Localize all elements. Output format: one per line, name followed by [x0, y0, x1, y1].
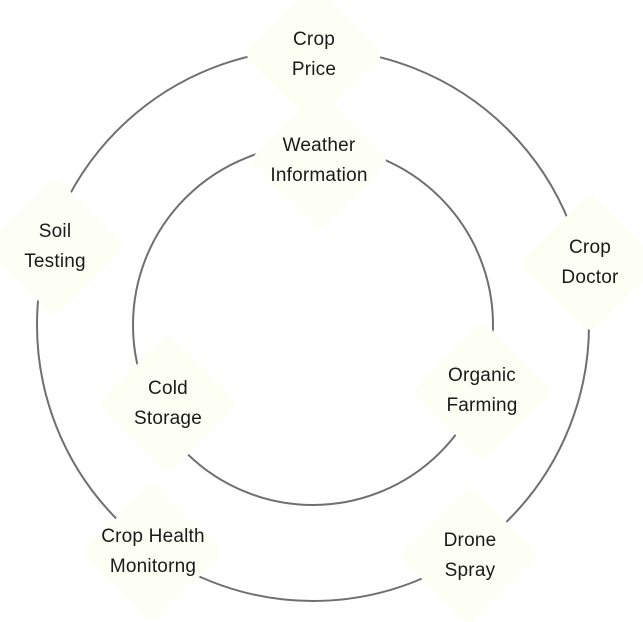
node-label-line: Crop [569, 237, 611, 258]
node-label: Organic Farming [446, 361, 517, 421]
node-crop-doctor[interactable]: Crop Doctor [519, 192, 643, 334]
node-label-line: Price [291, 59, 337, 80]
node-label-line: Organic [448, 365, 516, 386]
node-label-line: Information [270, 165, 368, 186]
node-label-line: Cold [148, 378, 188, 399]
node-soil-testing[interactable]: Soil Testing [0, 176, 126, 318]
node-drone-spray[interactable]: Drone Spray [399, 485, 541, 622]
node-label: Crop Health Monitorng [101, 522, 205, 582]
node-crop-price[interactable]: Crop Price [243, 0, 385, 126]
node-label: Drone Spray [444, 526, 497, 586]
node-label-line: Drone [443, 530, 497, 551]
node-label-line: Crop [293, 29, 335, 50]
node-label-line: Doctor [561, 267, 619, 288]
node-organic-farming[interactable]: Organic Farming [411, 320, 553, 462]
node-label-line: Farming [446, 395, 518, 416]
node-label: Weather Information [270, 131, 367, 191]
node-label-line: Soil [38, 221, 72, 242]
node-label-line: Monitorng [109, 556, 197, 577]
node-weather-information[interactable]: Weather Information [248, 90, 390, 232]
node-label: Crop Doctor [561, 233, 618, 293]
node-label-line: Storage [134, 408, 202, 429]
node-label: Cold Storage [134, 374, 202, 434]
node-label-line: Weather [282, 135, 356, 156]
node-label-line: Testing [24, 251, 86, 272]
node-label-line: Crop Health [101, 526, 205, 547]
node-crop-health-monitorng[interactable]: Crop Health Monitorng [82, 481, 224, 622]
node-label: Soil Testing [24, 217, 86, 277]
node-label: Crop Price [292, 25, 336, 85]
node-cold-storage[interactable]: Cold Storage [97, 333, 239, 475]
node-label-line: Spray [444, 560, 496, 581]
